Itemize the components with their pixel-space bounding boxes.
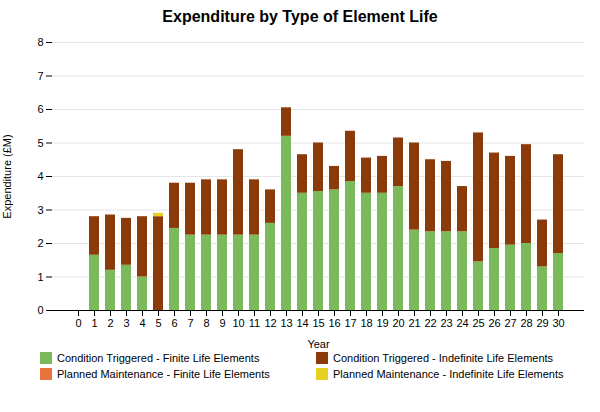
svg-text:25: 25	[472, 317, 484, 329]
svg-text:3: 3	[123, 317, 129, 329]
svg-text:2: 2	[37, 237, 43, 249]
svg-text:17: 17	[344, 317, 356, 329]
svg-text:23: 23	[440, 317, 452, 329]
svg-text:19: 19	[376, 317, 388, 329]
svg-text:3: 3	[37, 204, 43, 216]
svg-text:29: 29	[536, 317, 548, 329]
html-text:Condition Triggered - Finite L: Condition Triggered - Finite Life Elemen…	[57, 352, 260, 364]
svg-text:0: 0	[37, 304, 43, 316]
svg-text:2: 2	[107, 317, 113, 329]
svg-text:28: 28	[520, 317, 532, 329]
svg-text:24: 24	[456, 317, 468, 329]
svg-text:30: 30	[552, 317, 564, 329]
svg-text:11: 11	[249, 317, 260, 329]
svg-text:21: 21	[408, 317, 420, 329]
svg-text:1: 1	[37, 271, 43, 283]
svg-text:Expenditure (£M): Expenditure (£M)	[1, 134, 13, 218]
svg-text:27: 27	[504, 317, 516, 329]
html-text:Planned Maintenance - Finite L: Planned Maintenance - Finite Life Elemen…	[57, 368, 270, 380]
svg-text:14: 14	[296, 317, 308, 329]
svg-text:16: 16	[328, 317, 340, 329]
svg-text:7: 7	[187, 317, 193, 329]
svg-text:4: 4	[139, 317, 145, 329]
svg-text:10: 10	[232, 317, 244, 329]
svg-text:12: 12	[264, 317, 276, 329]
svg-text:6: 6	[171, 317, 177, 329]
svg-text:22: 22	[424, 317, 436, 329]
svg-text:Year: Year	[307, 338, 330, 350]
svg-text:0: 0	[75, 317, 81, 329]
svg-text:13: 13	[280, 317, 292, 329]
svg-text:20: 20	[392, 317, 404, 329]
svg-text:8: 8	[203, 317, 209, 329]
svg-text:18: 18	[360, 317, 372, 329]
svg-text:8: 8	[37, 36, 43, 48]
svg-text:5: 5	[155, 317, 161, 329]
svg-text:4: 4	[37, 170, 43, 182]
html-text:Condition Triggered - Indefini: Condition Triggered - Indefinite Life El…	[333, 352, 554, 364]
html-text:Expenditure by Type of Element: Expenditure by Type of Element Life	[162, 8, 438, 25]
svg-text:5: 5	[37, 137, 43, 149]
svg-text:7: 7	[37, 70, 43, 82]
svg-text:1: 1	[91, 317, 97, 329]
svg-text:26: 26	[488, 317, 500, 329]
svg-text:15: 15	[312, 317, 324, 329]
svg-text:6: 6	[37, 103, 43, 115]
svg-text:9: 9	[219, 317, 225, 329]
html-text:Planned Maintenance - Indefini: Planned Maintenance - Indefinite Life El…	[333, 368, 564, 380]
